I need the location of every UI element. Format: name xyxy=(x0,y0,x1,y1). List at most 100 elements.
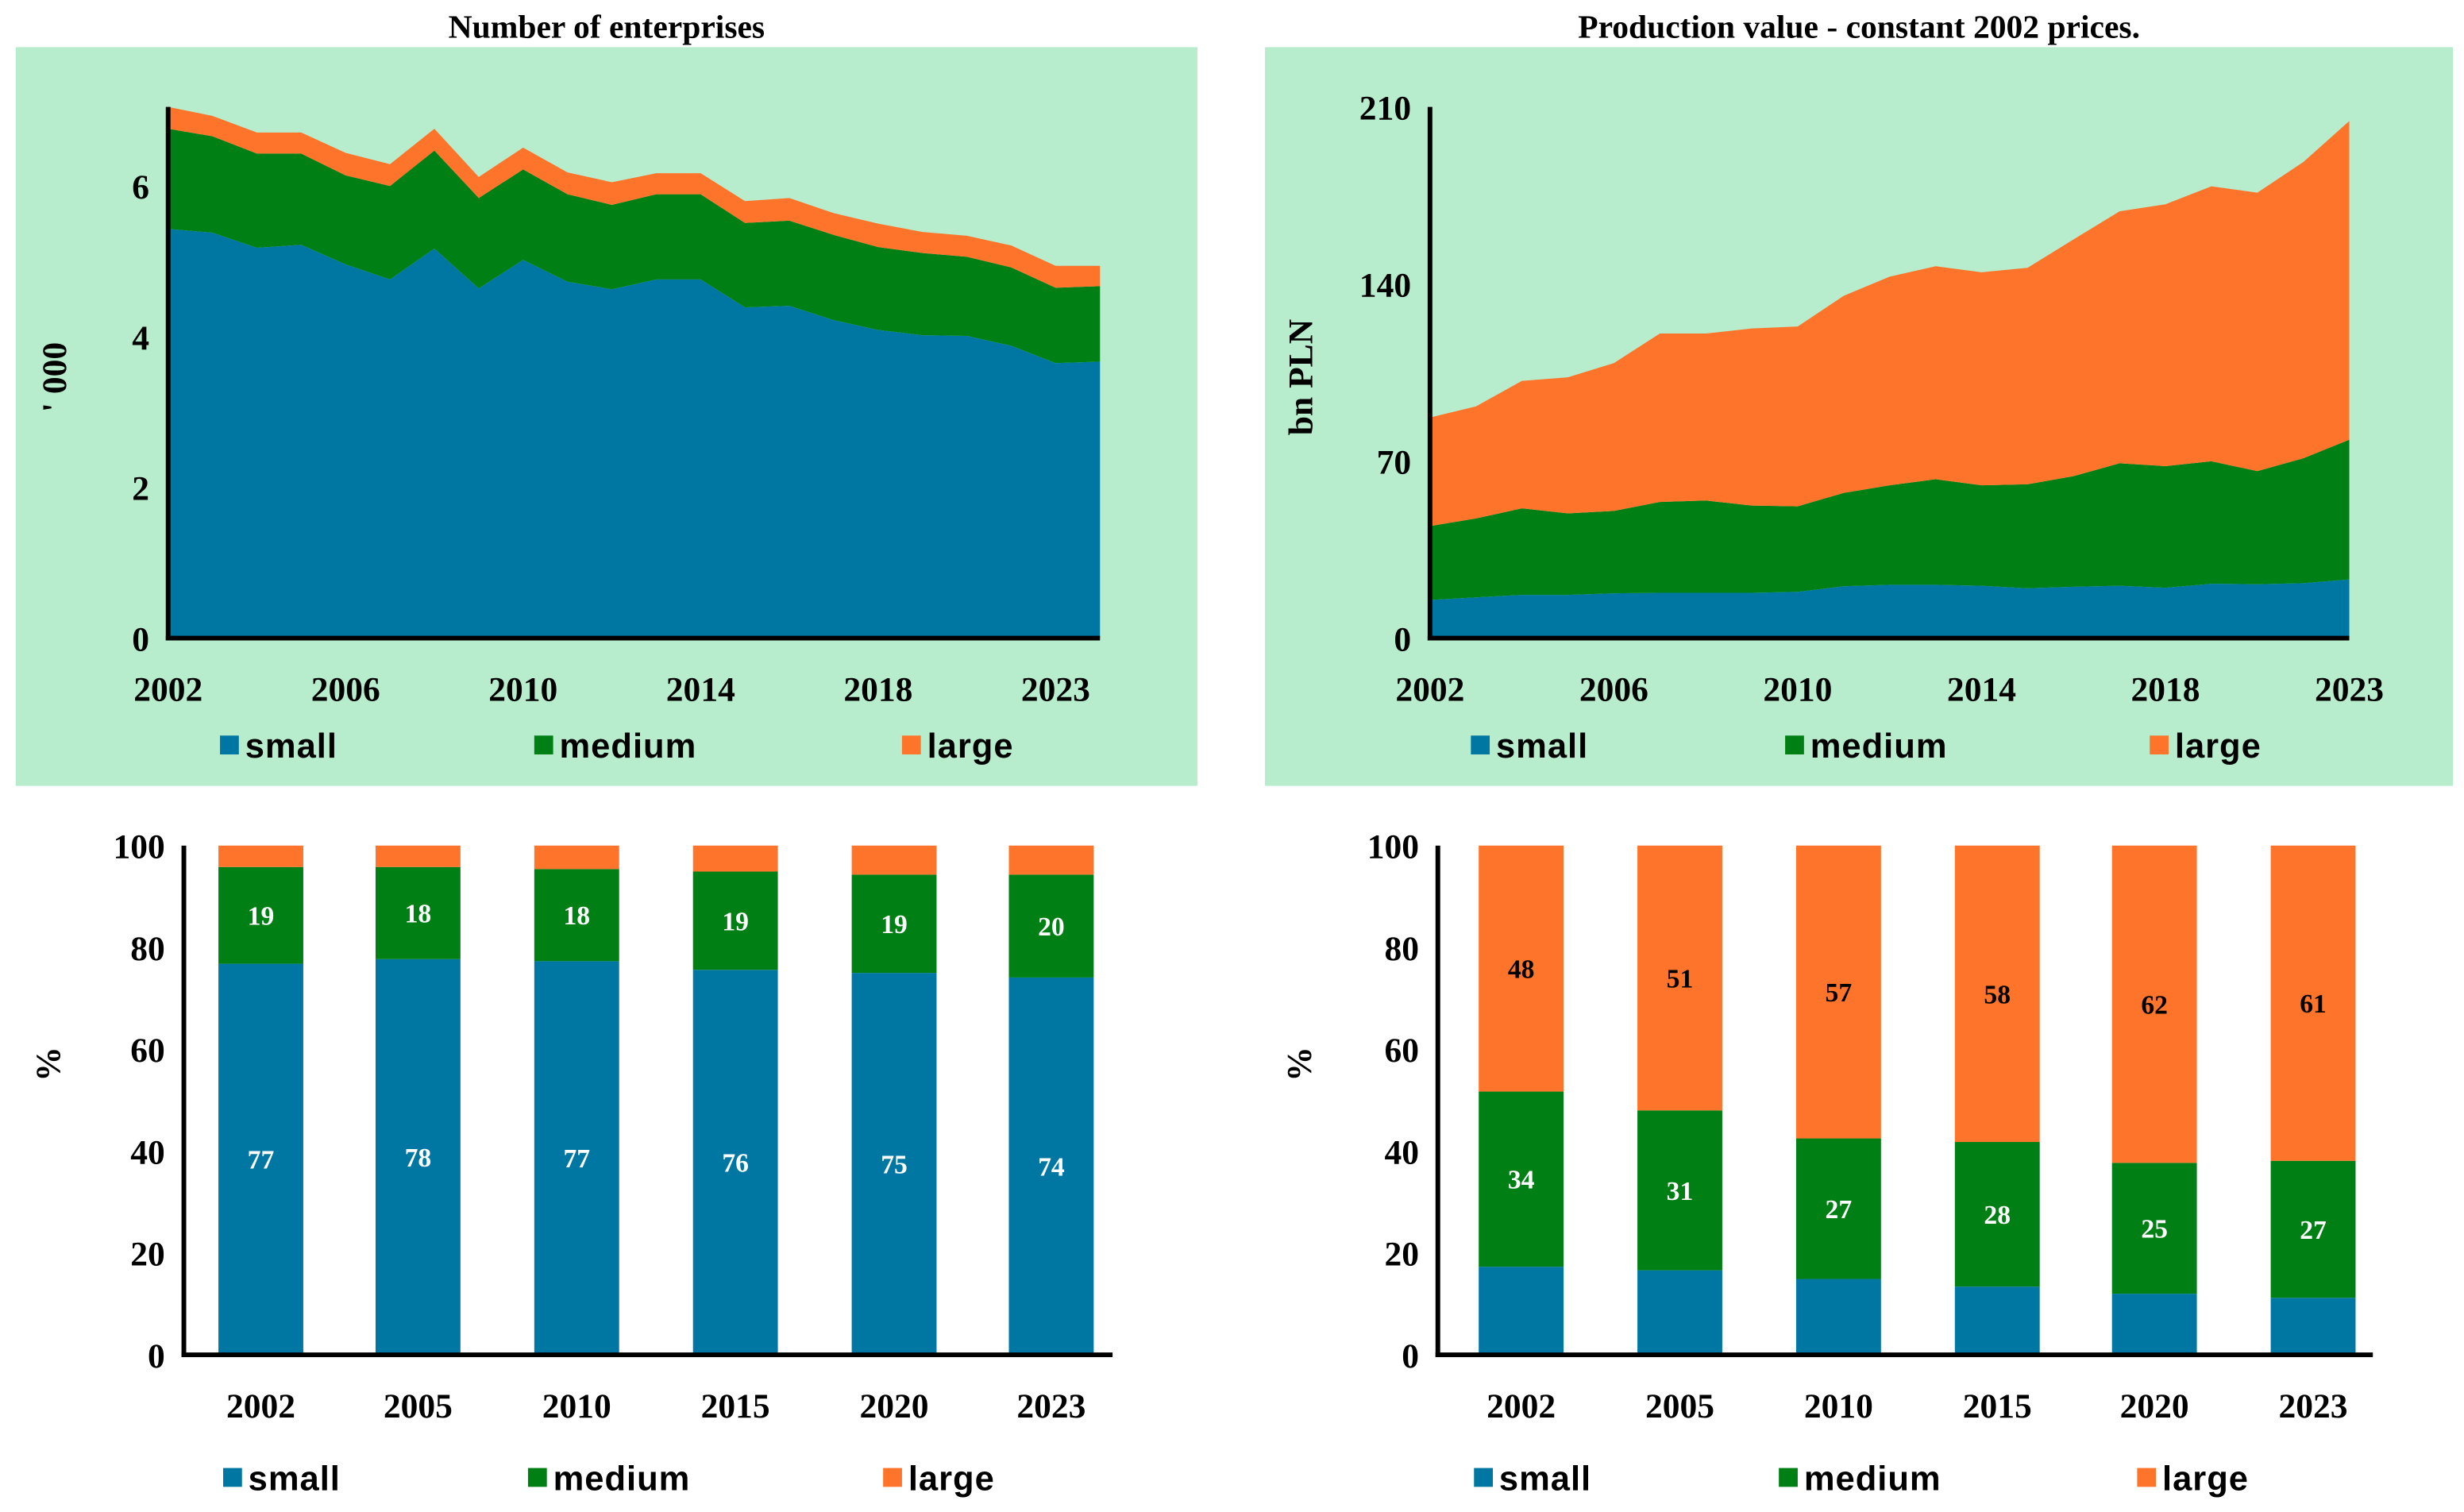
bar-large xyxy=(1637,845,1722,1111)
x-tick-label: 2010 xyxy=(1763,671,1832,709)
bar-data-label-large: 48 xyxy=(1508,955,1535,985)
legend-swatch-medium xyxy=(1785,735,1804,755)
bar-data-label-medium: 25 xyxy=(2141,1215,2168,1244)
bar-large xyxy=(692,845,778,872)
bar-large xyxy=(2111,845,2197,1163)
area-series-medium xyxy=(1429,439,2350,600)
y-tick-label: 0 xyxy=(1394,620,1411,658)
legend-label-small: small xyxy=(1499,1460,1591,1498)
x-tick-label: 2006 xyxy=(311,671,380,709)
bar-data-label-small: 77 xyxy=(248,1146,275,1175)
bar-data-label-medium: 20 xyxy=(1038,912,1065,942)
bar-large xyxy=(534,845,619,870)
x-tick-label: 2002 xyxy=(1486,1387,1556,1425)
bar-data-label-medium: 19 xyxy=(248,902,275,932)
bar-small xyxy=(1954,1286,2040,1356)
bar-data-label-medium: 19 xyxy=(881,910,908,939)
bar-medium xyxy=(534,869,619,962)
x-tick-label: 2010 xyxy=(542,1387,611,1425)
x-tick-label: 2006 xyxy=(1579,671,1648,709)
y-tick-label: 70 xyxy=(1377,443,1412,481)
legend-swatch-medium xyxy=(534,735,553,755)
bar-data-label-large: 57 xyxy=(1826,978,1853,1008)
y-tick-label: 40 xyxy=(130,1133,165,1171)
y-tick-label: 20 xyxy=(130,1236,165,1274)
y-tick-label: 140 xyxy=(1359,266,1411,304)
bar-large xyxy=(1795,845,1881,1139)
bar-medium xyxy=(851,874,937,974)
y-axis-title: % xyxy=(1280,1047,1318,1082)
x-tick-label: 2005 xyxy=(1645,1387,1714,1425)
bar-small xyxy=(1637,1270,1722,1356)
bar-data-label-large: 51 xyxy=(1667,964,1694,993)
legend-label-medium: medium xyxy=(1810,727,1948,766)
bar-medium xyxy=(2111,1163,2197,1294)
legend-label-large: large xyxy=(927,727,1014,766)
x-tick-label: 2023 xyxy=(2279,1387,2348,1425)
y-tick-label: 0 xyxy=(1402,1337,1419,1375)
area-series-small xyxy=(168,229,1101,638)
bar-medium xyxy=(692,871,778,970)
y-tick-label: 100 xyxy=(1367,828,1419,866)
production-area-chart: Production value - constant 2002 prices.… xyxy=(1265,8,2454,786)
bar-small xyxy=(1795,1279,1881,1356)
legend-swatch-large xyxy=(2150,735,2169,755)
x-tick-label: 2002 xyxy=(226,1387,295,1425)
bar-small xyxy=(534,961,619,1356)
bar-data-label-medium: 19 xyxy=(722,907,749,936)
y-axis-title: % xyxy=(29,1047,67,1082)
bar-data-label-medium: 18 xyxy=(405,900,432,929)
legend-label-large: large xyxy=(2162,1460,2249,1498)
legend-swatch-small xyxy=(220,735,239,755)
legend-swatch-large xyxy=(901,735,921,755)
bar-data-label-small: 77 xyxy=(563,1144,590,1174)
bar-data-label-medium: 27 xyxy=(1826,1195,1853,1225)
bar-data-label-medium: 31 xyxy=(1667,1177,1694,1206)
x-tick-label: 2018 xyxy=(2130,671,2200,709)
y-axis-title: bn PLN xyxy=(1282,319,1320,435)
legend-label-large: large xyxy=(908,1460,995,1498)
bar-small xyxy=(851,973,937,1356)
area-series-small xyxy=(1429,579,2350,638)
x-tick-label: 2023 xyxy=(1021,671,1090,709)
legend-label-medium: medium xyxy=(1804,1460,1942,1498)
bar-data-label-large: 58 xyxy=(1984,980,2011,1009)
y-tick-label: 40 xyxy=(1384,1133,1419,1171)
bar-data-label-small: 74 xyxy=(1038,1152,1065,1182)
area-series-large xyxy=(1429,121,2350,526)
legend-label-small: small xyxy=(249,1460,341,1498)
y-tick-label: 0 xyxy=(132,620,149,658)
bar-medium xyxy=(1479,1091,1564,1267)
x-tick-label: 2023 xyxy=(2315,671,2384,709)
bar-medium xyxy=(375,866,461,959)
legend-swatch-small xyxy=(1474,1468,1494,1487)
x-tick-label: 2023 xyxy=(1016,1387,1085,1425)
bar-small xyxy=(692,970,778,1356)
bar-data-label-medium: 28 xyxy=(1984,1201,2011,1230)
chart-title: Production value - constant 2002 prices. xyxy=(1578,8,2140,44)
area-series-medium xyxy=(168,129,1101,364)
y-tick-label: 6 xyxy=(132,168,149,206)
x-tick-label: 2014 xyxy=(666,671,735,709)
x-tick-label: 2015 xyxy=(701,1387,770,1425)
legend-label-small: small xyxy=(245,727,337,766)
bar-large xyxy=(2270,845,2356,1161)
bar-medium xyxy=(2270,1160,2356,1298)
x-tick-label: 2005 xyxy=(384,1387,453,1425)
bar-small xyxy=(2111,1294,2197,1356)
x-tick-label: 2010 xyxy=(488,671,557,709)
chart-title: Number of enterprises xyxy=(449,8,765,44)
bar-data-label-medium: 18 xyxy=(563,901,590,931)
enterprises-area-chart: Number of enterprises 0 2 4 6 ' 000 2002 2006 20… xyxy=(15,8,1197,786)
legend-swatch-small xyxy=(1471,735,1490,755)
legend-swatch-large xyxy=(883,1468,902,1487)
legend-swatch-large xyxy=(2137,1468,2157,1487)
bar-data-label-large: 62 xyxy=(2141,990,2168,1020)
x-tick-label: 2002 xyxy=(1395,671,1464,709)
y-tick-label: 0 xyxy=(148,1337,165,1375)
enterprises-share-bar-chart: 7719200278182005771820107619201575192020… xyxy=(29,828,1113,1498)
legend-swatch-medium xyxy=(1779,1468,1798,1487)
x-tick-label: 2015 xyxy=(1963,1387,2032,1425)
y-tick-label: 4 xyxy=(132,319,149,357)
